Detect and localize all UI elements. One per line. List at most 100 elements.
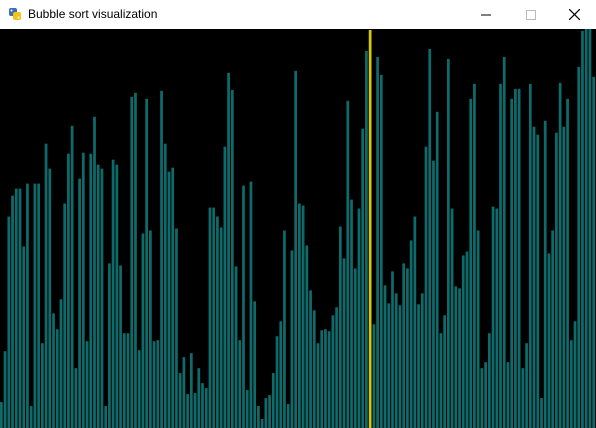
bar bbox=[127, 333, 130, 428]
bar bbox=[421, 293, 424, 428]
bar bbox=[183, 357, 186, 428]
bar-chart bbox=[0, 29, 596, 428]
bar bbox=[592, 77, 595, 428]
bar bbox=[93, 117, 96, 428]
bar bbox=[294, 71, 297, 428]
bar bbox=[279, 321, 282, 428]
bar bbox=[324, 329, 327, 428]
bar bbox=[156, 340, 159, 428]
bar bbox=[175, 229, 178, 428]
bar bbox=[570, 340, 573, 428]
bar bbox=[376, 57, 379, 428]
close-icon bbox=[569, 9, 580, 20]
bar bbox=[484, 362, 487, 428]
bar bbox=[15, 189, 18, 428]
bar bbox=[473, 84, 476, 428]
bar bbox=[291, 250, 294, 428]
bar bbox=[60, 299, 63, 428]
bar bbox=[309, 290, 312, 428]
bar bbox=[317, 343, 320, 428]
bar bbox=[354, 268, 357, 428]
bar bbox=[56, 329, 59, 428]
bar bbox=[507, 362, 510, 428]
bar bbox=[153, 341, 156, 428]
visualization-canvas bbox=[0, 29, 596, 428]
bar bbox=[97, 165, 100, 428]
bar bbox=[574, 321, 577, 428]
bar bbox=[399, 305, 402, 428]
bar bbox=[216, 217, 219, 428]
bar bbox=[82, 153, 85, 428]
bar bbox=[7, 217, 10, 428]
bar bbox=[458, 288, 461, 428]
bar bbox=[551, 231, 554, 428]
bar bbox=[179, 373, 182, 428]
bar bbox=[447, 59, 450, 428]
bar bbox=[358, 209, 361, 428]
bar bbox=[22, 246, 25, 428]
bar bbox=[391, 271, 394, 428]
bar bbox=[209, 208, 212, 428]
bar bbox=[0, 402, 3, 428]
bar bbox=[276, 336, 279, 428]
bar bbox=[11, 196, 14, 428]
bar bbox=[253, 301, 256, 428]
bar bbox=[272, 373, 275, 428]
bar bbox=[235, 266, 238, 428]
bar bbox=[428, 49, 431, 428]
bar bbox=[250, 182, 253, 428]
bar bbox=[212, 208, 215, 428]
bar bbox=[238, 340, 241, 428]
bar bbox=[246, 390, 249, 428]
minimize-button[interactable] bbox=[463, 0, 508, 29]
bar bbox=[123, 333, 126, 428]
bar bbox=[283, 231, 286, 428]
bar bbox=[373, 324, 376, 428]
bar bbox=[548, 253, 551, 428]
bar bbox=[305, 245, 308, 428]
bar bbox=[503, 57, 506, 428]
bar bbox=[227, 73, 230, 428]
close-button[interactable] bbox=[552, 0, 596, 29]
bar bbox=[577, 67, 580, 428]
bar bbox=[350, 200, 353, 428]
bar bbox=[492, 207, 495, 428]
bar bbox=[19, 189, 22, 428]
bar bbox=[242, 186, 245, 428]
bar bbox=[365, 51, 368, 428]
bar bbox=[302, 206, 305, 428]
bar bbox=[559, 83, 562, 428]
bar bbox=[525, 343, 528, 428]
bar bbox=[335, 307, 338, 428]
bar bbox=[298, 204, 301, 428]
bar bbox=[522, 368, 525, 428]
title-bar[interactable]: Bubble sort visualization bbox=[0, 0, 596, 29]
bar bbox=[164, 144, 167, 428]
bar bbox=[261, 419, 264, 428]
bar bbox=[462, 255, 465, 428]
bar bbox=[514, 89, 517, 428]
bar bbox=[387, 303, 390, 428]
python-icon bbox=[8, 7, 22, 21]
maximize-button[interactable] bbox=[508, 0, 553, 29]
bar bbox=[108, 263, 111, 428]
bar bbox=[201, 383, 204, 428]
bar bbox=[440, 333, 443, 428]
bar bbox=[585, 29, 588, 428]
bar bbox=[264, 398, 267, 428]
bar bbox=[533, 127, 536, 428]
bar bbox=[190, 353, 193, 428]
bar bbox=[384, 285, 387, 428]
highlighted-bar bbox=[369, 30, 372, 428]
bar bbox=[78, 179, 81, 428]
bar bbox=[34, 184, 37, 428]
bar bbox=[4, 351, 7, 428]
bar bbox=[134, 93, 137, 428]
bar bbox=[112, 160, 115, 428]
bar bbox=[477, 231, 480, 428]
bar bbox=[529, 84, 532, 428]
bar bbox=[37, 184, 40, 428]
bar bbox=[220, 228, 223, 428]
bar bbox=[130, 97, 133, 428]
bar bbox=[406, 268, 409, 428]
